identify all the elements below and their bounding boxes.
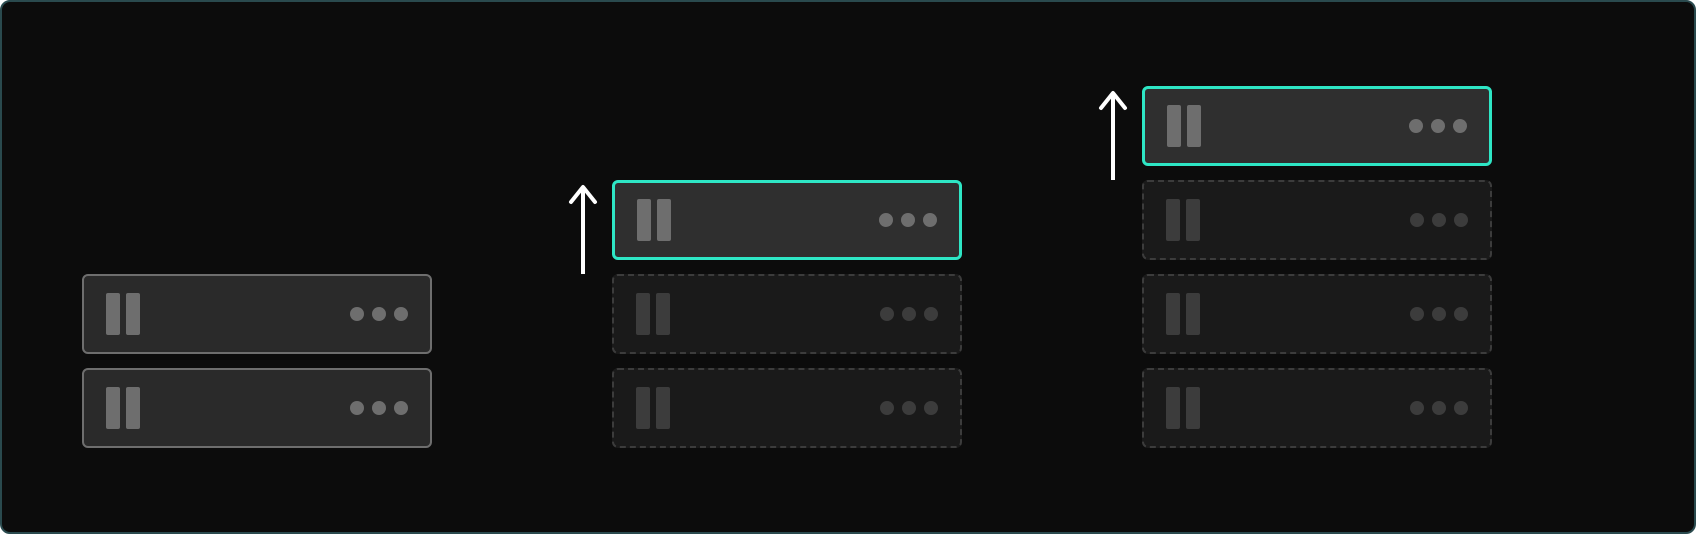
status-leds-icon <box>879 213 937 227</box>
server-unit-ghost <box>612 274 962 354</box>
scale-up-arrow-icon <box>1098 90 1128 180</box>
drive-bays-icon <box>106 387 140 429</box>
server-unit-new <box>612 180 962 260</box>
server-stack <box>1142 86 1492 448</box>
drive-bays-icon <box>636 293 670 335</box>
status-leds-icon <box>1410 401 1468 415</box>
status-leds-icon <box>880 401 938 415</box>
diagram-canvas <box>0 0 1696 534</box>
server-unit <box>82 274 432 354</box>
drive-bays-icon <box>1167 105 1201 147</box>
server-unit <box>82 368 432 448</box>
status-leds-icon <box>880 307 938 321</box>
drive-bays-icon <box>636 387 670 429</box>
scale-up-arrow-icon <box>568 184 598 274</box>
drive-bays-icon <box>1166 293 1200 335</box>
server-stack <box>612 180 962 448</box>
drive-bays-icon <box>637 199 671 241</box>
drive-bays-icon <box>1166 387 1200 429</box>
server-unit-ghost <box>612 368 962 448</box>
status-leds-icon <box>350 307 408 321</box>
status-leds-icon <box>1410 213 1468 227</box>
drive-bays-icon <box>1166 199 1200 241</box>
server-unit-ghost <box>1142 180 1492 260</box>
server-stack <box>82 274 432 448</box>
drive-bays-icon <box>106 293 140 335</box>
server-unit-new <box>1142 86 1492 166</box>
status-leds-icon <box>350 401 408 415</box>
server-unit-ghost <box>1142 274 1492 354</box>
server-unit-ghost <box>1142 368 1492 448</box>
status-leds-icon <box>1410 307 1468 321</box>
status-leds-icon <box>1409 119 1467 133</box>
